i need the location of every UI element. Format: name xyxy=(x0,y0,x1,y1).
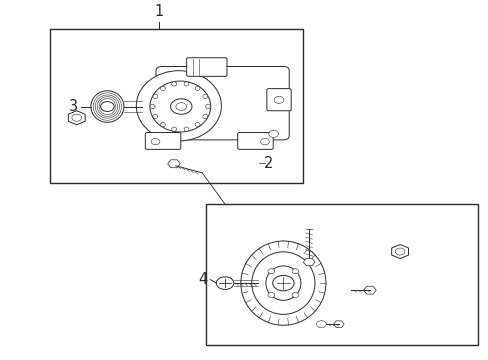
Ellipse shape xyxy=(195,122,200,127)
Circle shape xyxy=(274,96,284,103)
Circle shape xyxy=(216,277,233,289)
Bar xyxy=(205,204,477,345)
Circle shape xyxy=(316,321,325,328)
Ellipse shape xyxy=(205,104,210,109)
Circle shape xyxy=(291,293,298,297)
Circle shape xyxy=(267,269,274,274)
Ellipse shape xyxy=(251,252,314,314)
Ellipse shape xyxy=(160,86,165,90)
Ellipse shape xyxy=(171,82,176,86)
Ellipse shape xyxy=(195,86,200,90)
Text: 3: 3 xyxy=(68,99,78,114)
Ellipse shape xyxy=(203,94,207,99)
Text: 4: 4 xyxy=(198,272,207,287)
Circle shape xyxy=(268,130,278,138)
Ellipse shape xyxy=(265,266,300,300)
Text: 2: 2 xyxy=(264,156,273,171)
FancyBboxPatch shape xyxy=(156,67,288,140)
FancyBboxPatch shape xyxy=(266,89,290,111)
Ellipse shape xyxy=(183,82,188,86)
Circle shape xyxy=(151,139,160,145)
Ellipse shape xyxy=(150,81,210,132)
Ellipse shape xyxy=(203,114,207,119)
Circle shape xyxy=(101,102,114,112)
Ellipse shape xyxy=(153,94,158,99)
Ellipse shape xyxy=(241,241,325,325)
Circle shape xyxy=(176,103,186,111)
Ellipse shape xyxy=(183,127,188,131)
Ellipse shape xyxy=(160,122,165,127)
FancyBboxPatch shape xyxy=(186,58,226,76)
Circle shape xyxy=(72,114,81,121)
Circle shape xyxy=(260,139,269,145)
Bar xyxy=(50,28,302,183)
Ellipse shape xyxy=(91,91,123,122)
Ellipse shape xyxy=(153,114,158,119)
FancyBboxPatch shape xyxy=(237,132,273,149)
Circle shape xyxy=(291,269,298,274)
Ellipse shape xyxy=(171,127,176,131)
Ellipse shape xyxy=(150,104,155,109)
Ellipse shape xyxy=(136,71,221,141)
Text: 1: 1 xyxy=(155,4,163,19)
Circle shape xyxy=(394,248,404,255)
FancyBboxPatch shape xyxy=(145,132,181,149)
Circle shape xyxy=(267,293,274,297)
Circle shape xyxy=(272,275,293,291)
Circle shape xyxy=(170,99,192,114)
